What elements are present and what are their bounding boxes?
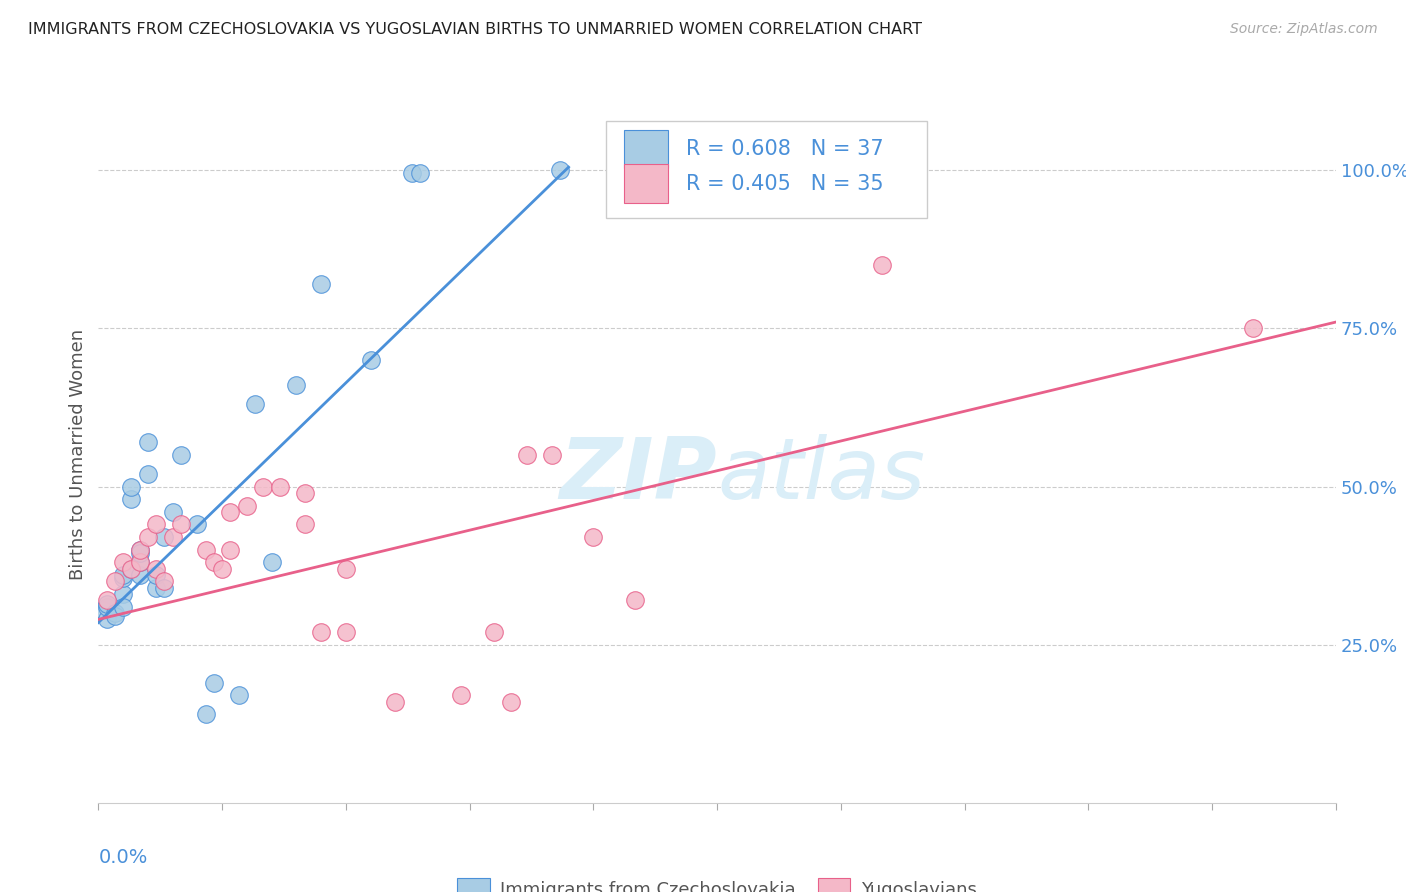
Point — [582, 530, 605, 544]
Point — [252, 479, 274, 493]
Point — [170, 448, 193, 462]
Point — [128, 546, 150, 560]
Point — [104, 574, 127, 589]
Point — [136, 467, 159, 481]
Legend: Immigrants from Czechoslovakia, Yugoslavians: Immigrants from Czechoslovakia, Yugoslav… — [450, 871, 984, 892]
Point — [870, 258, 893, 272]
Point — [550, 163, 572, 178]
Text: R = 0.405   N = 35: R = 0.405 N = 35 — [686, 174, 884, 194]
Point — [228, 688, 250, 702]
Point — [120, 492, 142, 507]
Point — [112, 556, 135, 570]
Point — [112, 571, 135, 585]
Point — [162, 505, 184, 519]
Point — [128, 568, 150, 582]
Point — [104, 609, 127, 624]
Point — [1241, 321, 1264, 335]
Point — [96, 593, 118, 607]
Point — [219, 505, 242, 519]
Point — [211, 562, 233, 576]
Point — [153, 581, 176, 595]
Point — [516, 448, 538, 462]
Point — [112, 599, 135, 614]
FancyBboxPatch shape — [624, 129, 668, 168]
Point — [120, 562, 142, 576]
Point — [128, 542, 150, 557]
Point — [335, 625, 357, 640]
Point — [153, 574, 176, 589]
FancyBboxPatch shape — [606, 121, 928, 219]
Text: R = 0.608   N = 37: R = 0.608 N = 37 — [686, 139, 884, 159]
Point — [194, 542, 217, 557]
Point — [335, 562, 357, 576]
Point — [194, 707, 217, 722]
Point — [202, 556, 225, 570]
Point — [136, 530, 159, 544]
Point — [450, 688, 472, 702]
Point — [112, 568, 135, 582]
Point — [309, 277, 332, 292]
Point — [269, 479, 291, 493]
Point — [484, 625, 506, 640]
Point — [153, 530, 176, 544]
Point — [499, 695, 522, 709]
Text: atlas: atlas — [717, 434, 925, 517]
Point — [96, 599, 118, 614]
Point — [145, 581, 167, 595]
Point — [285, 378, 308, 392]
Point — [96, 612, 118, 626]
Point — [170, 517, 193, 532]
Point — [128, 556, 150, 570]
Point — [360, 353, 382, 368]
Point — [120, 562, 142, 576]
Point — [145, 562, 167, 576]
Point — [243, 397, 266, 411]
Point — [309, 625, 332, 640]
Point — [145, 517, 167, 532]
Point — [384, 695, 406, 709]
Point — [401, 166, 423, 180]
Point — [128, 556, 150, 570]
Point — [91, 603, 114, 617]
Text: Source: ZipAtlas.com: Source: ZipAtlas.com — [1230, 22, 1378, 37]
Point — [186, 517, 208, 532]
Text: ZIP: ZIP — [560, 434, 717, 517]
Point — [236, 499, 259, 513]
Point — [145, 568, 167, 582]
Point — [219, 542, 242, 557]
Point — [294, 517, 316, 532]
Point — [112, 587, 135, 601]
Point — [162, 530, 184, 544]
Point — [128, 542, 150, 557]
Point — [136, 435, 159, 450]
Point — [541, 448, 564, 462]
Point — [260, 556, 283, 570]
Point — [120, 479, 142, 493]
Point — [409, 166, 432, 180]
Point — [96, 597, 118, 611]
Text: IMMIGRANTS FROM CZECHOSLOVAKIA VS YUGOSLAVIAN BIRTHS TO UNMARRIED WOMEN CORRELAT: IMMIGRANTS FROM CZECHOSLOVAKIA VS YUGOSL… — [28, 22, 922, 37]
Y-axis label: Births to Unmarried Women: Births to Unmarried Women — [69, 329, 87, 581]
Point — [623, 593, 645, 607]
Point — [294, 486, 316, 500]
Point — [104, 606, 127, 620]
FancyBboxPatch shape — [624, 164, 668, 202]
Text: 0.0%: 0.0% — [98, 848, 148, 867]
Point — [202, 675, 225, 690]
